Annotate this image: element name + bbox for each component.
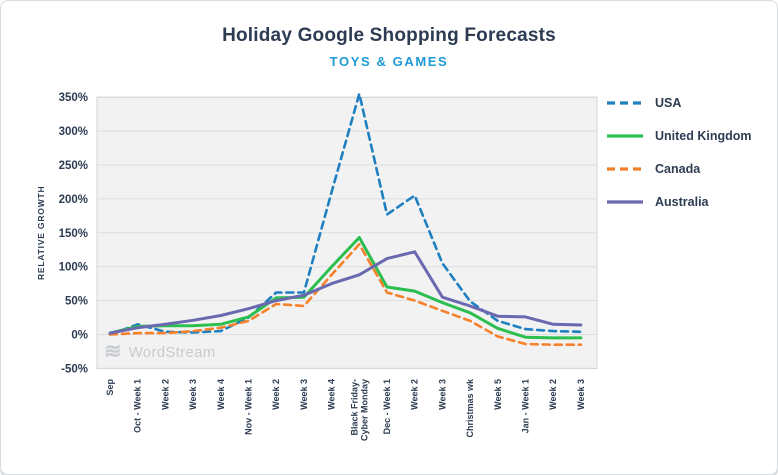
svg-text:Week 3: Week 3 (576, 379, 586, 410)
watermark-text: WordStream (128, 343, 216, 361)
legend-item-usa: USA (607, 86, 752, 119)
svg-text:100%: 100% (59, 262, 88, 274)
svg-text:0%: 0% (71, 330, 88, 342)
triple-wave-icon: ≋ (104, 340, 122, 363)
chart-legend: USA United Kingdom Canada Australia (607, 86, 752, 218)
chart-subtitle: TOYS & GAMES (329, 54, 449, 69)
svg-text:Week 3: Week 3 (437, 379, 447, 410)
legend-item-canada: Canada (607, 152, 752, 185)
legend-label-usa: USA (655, 95, 682, 110)
svg-text:Week 3: Week 3 (188, 379, 198, 410)
svg-text:Week 2: Week 2 (410, 379, 420, 410)
wordstream-watermark: ≋ WordStream (104, 340, 216, 363)
svg-text:-50%: -50% (61, 363, 88, 375)
svg-text:Week 2: Week 2 (271, 379, 281, 410)
legend-label-australia: Australia (655, 194, 709, 209)
svg-text:Oct - Week 1: Oct - Week 1 (133, 379, 143, 433)
series-line-canada (108, 243, 583, 347)
series-line-united-kingdom (108, 236, 583, 340)
chart-header: Holiday Google Shopping Forecasts TOYS &… (1, 1, 777, 69)
svg-text:Black Friday-: Black Friday- (349, 379, 359, 436)
svg-text:50%: 50% (65, 296, 88, 308)
svg-text:250%: 250% (59, 160, 88, 172)
svg-text:300%: 300% (59, 126, 88, 138)
svg-text:200%: 200% (59, 194, 88, 206)
svg-text:Nov - Week 1: Nov - Week 1 (244, 379, 254, 435)
series-line-usa (108, 92, 583, 336)
svg-text:Week 4: Week 4 (216, 379, 226, 410)
chart-title: Holiday Google Shopping Forecasts (222, 25, 556, 46)
legend-swatch-usa (607, 100, 643, 105)
svg-text:Christmas wk: Christmas wk (465, 378, 475, 438)
svg-text:Week 5: Week 5 (493, 379, 503, 410)
legend-item-united-kingdom: United Kingdom (607, 119, 752, 152)
svg-text:Jan - Week 1: Jan - Week 1 (521, 379, 531, 433)
svg-text:Sep: Sep (105, 379, 115, 396)
svg-text:Dec - Week 1: Dec - Week 1 (382, 379, 392, 434)
series-line-australia (108, 250, 583, 335)
svg-text:Week 4: Week 4 (327, 379, 337, 410)
legend-swatch-united-kingdom (607, 133, 643, 138)
svg-text:Week 2: Week 2 (160, 379, 170, 410)
svg-text:RELATIVE GROWTH: RELATIVE GROWTH (36, 186, 46, 280)
legend-swatch-canada (607, 166, 643, 171)
legend-label-canada: Canada (655, 161, 701, 176)
svg-text:Week 2: Week 2 (548, 379, 558, 410)
legend-item-australia: Australia (607, 185, 752, 218)
legend-label-united-kingdom: United Kingdom (655, 128, 752, 143)
svg-text:Week 3: Week 3 (299, 379, 309, 410)
svg-text:150%: 150% (59, 228, 88, 240)
legend-swatch-australia (607, 199, 643, 204)
svg-text:350%: 350% (59, 92, 88, 104)
svg-text:Cyber Monday: Cyber Monday (359, 379, 369, 441)
